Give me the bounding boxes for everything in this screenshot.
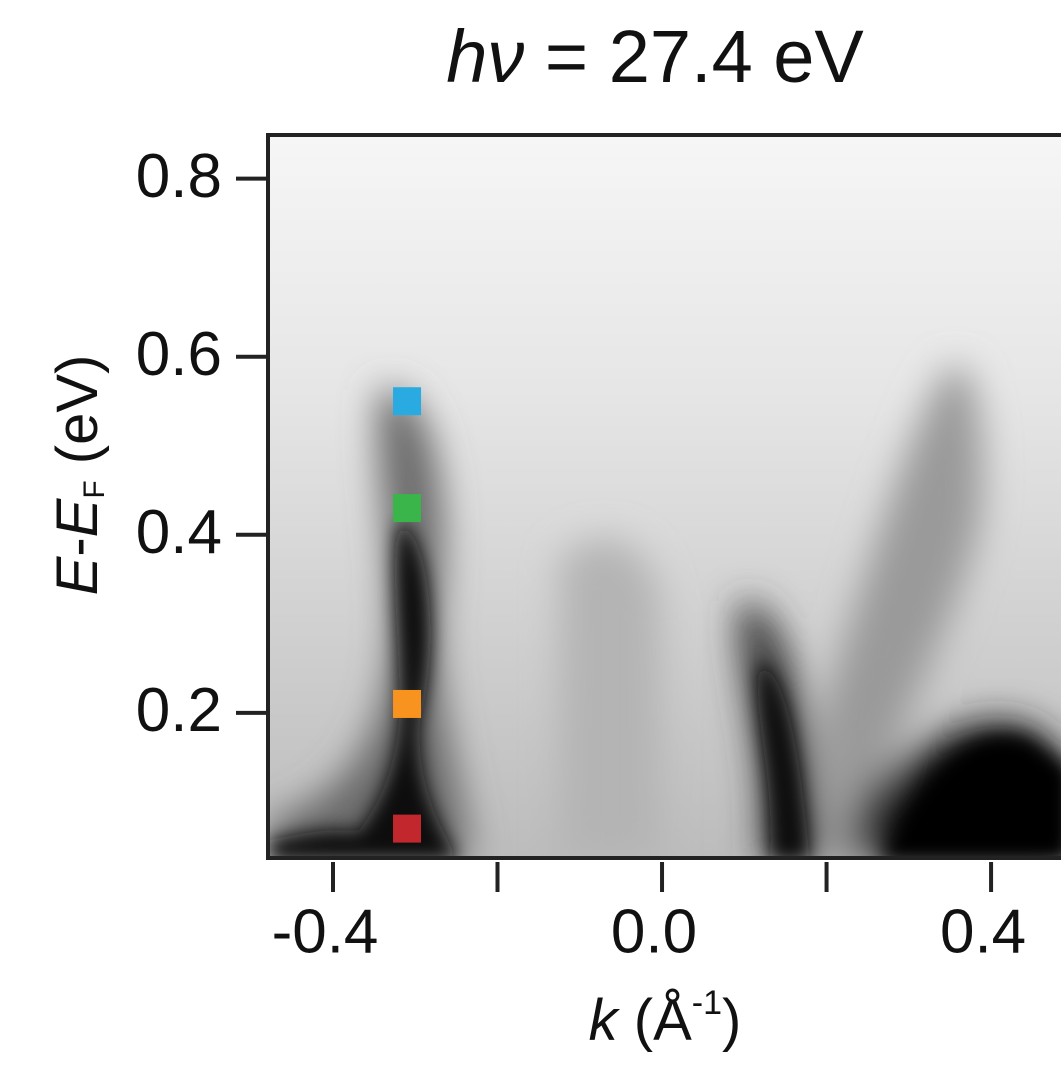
title-text: = 27.4 eV [524, 15, 864, 98]
y-tick-label: 0.4 [136, 498, 222, 567]
title-symbol: hν [446, 15, 524, 98]
y-label-sub: F [78, 480, 111, 498]
y-label-e: E [45, 555, 110, 595]
marker [393, 387, 422, 416]
x-label-unit: (Å [618, 988, 692, 1053]
y-label-unit: (eV) [45, 355, 110, 481]
x-axis-label: k (Å-1) [589, 984, 742, 1053]
x-tick-label: 0.4 [940, 897, 1026, 966]
x-label-exponent: -1 [692, 984, 722, 1022]
x-tick-label: -0.4 [272, 897, 379, 966]
x-label-symbol: k [589, 988, 621, 1053]
y-tick-label: 0.8 [136, 142, 222, 211]
x-tick-label: 0.0 [611, 897, 697, 966]
intensity-map [268, 135, 1061, 858]
marker [393, 494, 422, 523]
y-label-e2: E [45, 497, 110, 537]
chart-title: hν = 27.4 eV [446, 15, 864, 98]
y-axis-label: E-EF (eV) [45, 355, 111, 596]
marker [393, 689, 422, 718]
y-tick-label: 0.6 [136, 320, 222, 389]
y-tick-label: 0.2 [136, 676, 222, 745]
marker [393, 814, 422, 843]
plot-frame [266, 133, 1061, 860]
x-label-close: ) [722, 988, 741, 1053]
y-label-dash: - [45, 537, 110, 556]
